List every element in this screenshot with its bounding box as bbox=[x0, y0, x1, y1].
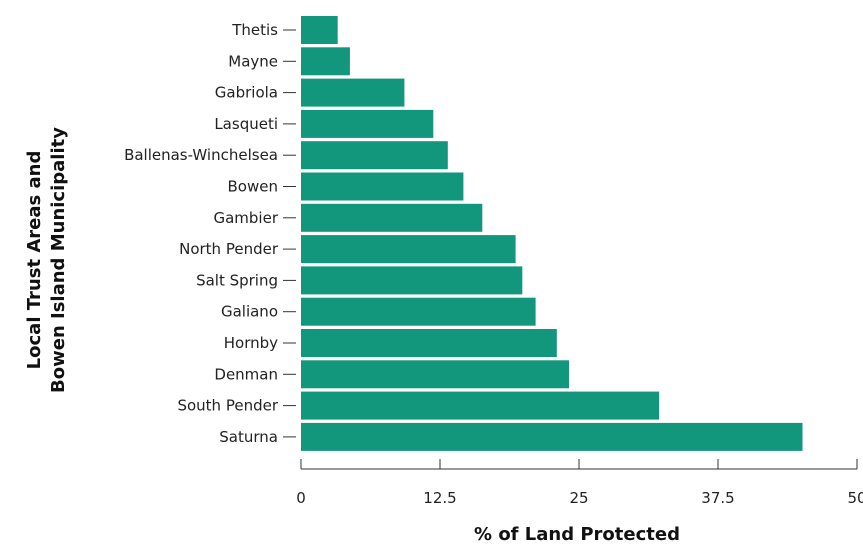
x-axis-title: % of Land Protected bbox=[474, 524, 680, 545]
bar-gabriola bbox=[301, 78, 405, 107]
y-tick-label: Mayne bbox=[228, 52, 278, 70]
y-tick-label: Lasqueti bbox=[214, 115, 278, 133]
y-tick-label: Thetis bbox=[231, 21, 278, 39]
y-tick-label: Hornby bbox=[224, 334, 278, 352]
y-axis-title-line-1: Local Trust Areas and bbox=[24, 151, 45, 370]
y-axis-title-line-2: Bowen Island Municipality bbox=[48, 127, 69, 393]
bar-mayne bbox=[301, 47, 350, 76]
y-axis: Thetis Mayne Gabriola Lasqueti Ballenas-Winc… bbox=[124, 21, 296, 446]
x-tick-label: 0 bbox=[296, 489, 306, 507]
x-tick-label: 25 bbox=[569, 489, 588, 507]
y-tick-label: Salt Spring bbox=[196, 271, 278, 289]
y-tick-label: South Pender bbox=[177, 397, 278, 415]
y-tick-label: North Pender bbox=[179, 240, 279, 258]
bar-north-pender bbox=[301, 235, 516, 264]
bar-denman bbox=[301, 360, 569, 389]
bar-bowen bbox=[301, 172, 464, 201]
y-tick-label: Galiano bbox=[221, 303, 278, 321]
bar-south-pender bbox=[301, 391, 660, 420]
y-tick-label: Saturna bbox=[219, 428, 278, 446]
bar-salt-spring bbox=[301, 266, 523, 295]
x-tick-label: 50 bbox=[847, 489, 863, 507]
bar-galiano bbox=[301, 297, 536, 326]
bars-group bbox=[301, 16, 803, 451]
bar-gambier bbox=[301, 203, 483, 232]
y-tick-label: Gambier bbox=[213, 209, 278, 227]
bar-lasqueti bbox=[301, 109, 434, 138]
bar-ballenas-winchelsea bbox=[301, 141, 448, 170]
y-tick-label: Gabriola bbox=[215, 84, 278, 102]
y-tick-label: Denman bbox=[214, 365, 278, 383]
bar-hornby bbox=[301, 329, 557, 357]
y-tick-label: Bowen bbox=[228, 178, 278, 196]
x-tick-label: 37.5 bbox=[701, 489, 734, 507]
bar-thetis bbox=[301, 16, 338, 44]
y-tick-label: Ballenas-Winchelsea bbox=[124, 146, 278, 164]
x-axis: 0 12.5 25 37.5 50 bbox=[296, 459, 863, 507]
x-tick-label: 12.5 bbox=[423, 489, 456, 507]
y-axis-title: Local Trust Areas and Bowen Island Munic… bbox=[24, 127, 69, 393]
bar-saturna bbox=[301, 422, 803, 451]
